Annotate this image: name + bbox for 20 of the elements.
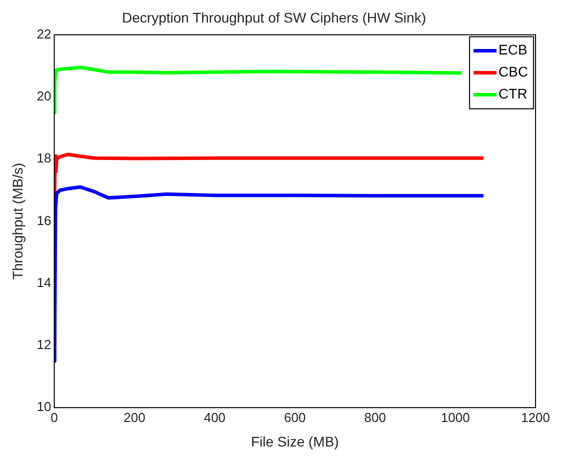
x-tick-label: 200 <box>124 410 146 425</box>
y-tick-label: 14 <box>36 274 52 290</box>
legend-label: CTR <box>498 86 528 102</box>
legend-label: ECB <box>498 42 528 58</box>
x-tick-label: 1000 <box>440 410 470 425</box>
x-tick-label: 400 <box>204 410 226 425</box>
chart-title: Decryption Throughput of SW Ciphers (HW Sink) <box>122 9 426 26</box>
x-tick-label: 1200 <box>521 410 550 425</box>
y-tick-label: 10 <box>36 399 52 414</box>
y-tick-label: 18 <box>36 150 52 166</box>
y-tick-label: 20 <box>36 88 52 104</box>
x-tick-label: 600 <box>284 410 306 425</box>
x-tick-label: 800 <box>364 410 386 425</box>
y-tick-label: 12 <box>36 337 52 352</box>
y-tick-label: 22 <box>36 26 52 42</box>
x-axis-title: File Size (MB) <box>250 433 339 450</box>
x-tick-label: 0 <box>50 410 58 425</box>
y-tick-label: 16 <box>36 212 52 228</box>
legend-label: CBC <box>498 64 528 80</box>
y-axis-title: Throughput (MB/s) <box>9 162 26 280</box>
